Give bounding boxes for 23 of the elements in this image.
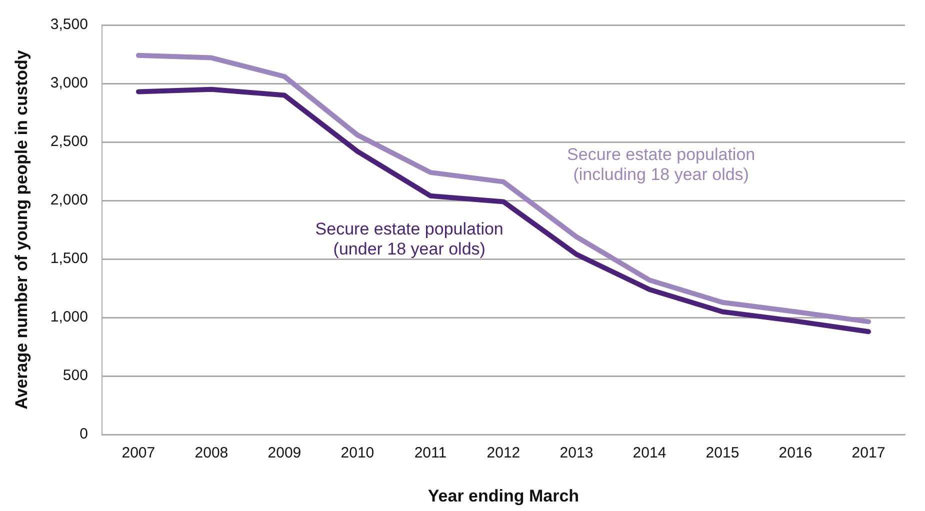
y-axis-title: Average number of young people in custody xyxy=(12,50,31,410)
y-tick-label: 500 xyxy=(62,367,88,384)
y-tick-label: 2,500 xyxy=(50,133,88,150)
x-tick-label: 2012 xyxy=(486,444,520,462)
y-tick-label: 3,500 xyxy=(50,16,88,34)
y-tick-label: 1,500 xyxy=(50,250,88,268)
text: Secure estate population (including 18 year olds) xyxy=(567,145,756,184)
x-tick-label: 2016 xyxy=(778,444,812,462)
x-tick-label: 2009 xyxy=(268,444,302,462)
series-label: Secure estate population (under 18 year olds) xyxy=(315,219,504,258)
y-tick-label: 1,000 xyxy=(50,308,88,326)
y-tick-label: 2,000 xyxy=(50,192,88,209)
y-tick-label: 3,000 xyxy=(50,74,88,92)
x-tick-label: 2008 xyxy=(194,444,228,462)
x-tick-label: 2013 xyxy=(560,444,594,462)
x-tick-label: 2007 xyxy=(122,444,156,462)
x-tick-label: 2015 xyxy=(706,444,740,462)
x-tick-label: 2010 xyxy=(340,444,374,462)
x-tick-label: 2014 xyxy=(632,444,666,462)
x-axis-title: Year ending March xyxy=(428,486,580,506)
y-tick-label: 0 xyxy=(80,426,88,443)
x-tick-label: 2017 xyxy=(852,444,886,462)
x-tick-label: 2011 xyxy=(414,444,447,462)
